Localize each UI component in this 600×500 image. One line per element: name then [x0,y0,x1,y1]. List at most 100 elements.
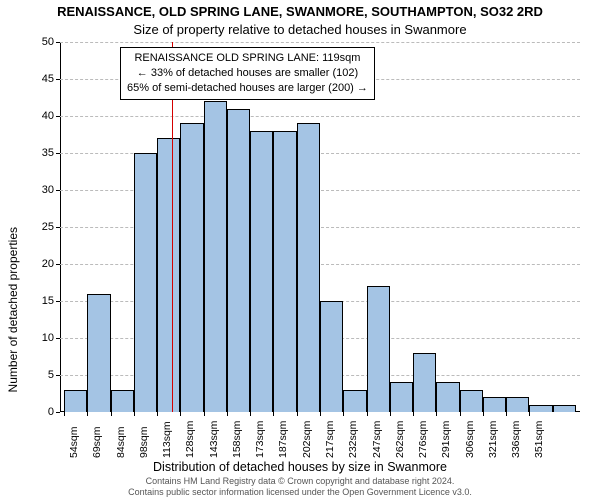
x-tick-label: 143sqm [208,421,220,458]
x-tick [460,412,461,416]
histogram-bar [273,131,296,412]
histogram-bar [390,382,413,412]
x-tick-label: 158sqm [231,421,243,458]
histogram-bar [506,397,529,412]
x-tick [250,412,251,416]
histogram-bar [204,101,227,412]
histogram-bar [227,109,250,412]
grid-line [60,116,580,117]
title-sub: Size of property relative to detached ho… [0,22,600,37]
y-tick-label: 20 [24,258,54,270]
y-tick-label: 45 [24,73,54,85]
y-tick-label: 50 [24,36,54,48]
y-tick [56,79,60,80]
histogram-bar [320,301,343,412]
x-tick [111,412,112,416]
x-tick-label: 128sqm [184,421,196,458]
annotation-line3: 65% of semi-detached houses are larger (… [127,81,368,96]
x-tick [64,412,65,416]
y-tick-label: 15 [24,295,54,307]
x-tick [343,412,344,416]
histogram-bar [180,123,203,412]
x-tick-label: 173sqm [254,421,266,458]
y-tick [56,412,60,413]
x-tick-label: 202sqm [301,421,313,458]
y-tick-label: 30 [24,184,54,196]
x-tick [390,412,391,416]
x-tick-label: 187sqm [277,421,289,458]
histogram-bar [111,390,134,412]
histogram-bar [436,382,459,412]
x-tick-label: 336sqm [510,421,522,458]
y-tick [56,375,60,376]
histogram-bar [460,390,483,412]
x-tick [273,412,274,416]
x-axis-label: Distribution of detached houses by size … [0,460,600,474]
y-axis-label: Number of detached properties [6,62,20,227]
plot-area: RENAISSANCE OLD SPRING LANE: 119sqm ← 33… [60,42,580,412]
x-tick-label: 113sqm [161,421,173,458]
histogram-bar [250,131,273,412]
y-tick [56,153,60,154]
x-tick-label: 98sqm [138,426,150,458]
y-tick [56,42,60,43]
x-tick-label: 69sqm [91,426,103,458]
histogram-bar [64,390,87,412]
x-tick [506,412,507,416]
x-tick-label: 321sqm [487,421,499,458]
histogram-bar [483,397,506,412]
footer-line2: Contains public sector information licen… [0,487,600,498]
y-tick [56,338,60,339]
annotation-box: RENAISSANCE OLD SPRING LANE: 119sqm ← 33… [120,47,375,100]
histogram-bar [134,153,157,412]
histogram-bar [367,286,390,412]
x-tick [436,412,437,416]
x-tick [87,412,88,416]
x-tick [157,412,158,416]
x-tick-label: 247sqm [371,421,383,458]
x-tick-label: 291sqm [440,421,452,458]
y-tick-label: 25 [24,221,54,233]
x-tick-label: 54sqm [68,426,80,458]
y-tick [56,116,60,117]
x-tick [320,412,321,416]
y-tick-label: 40 [24,110,54,122]
y-tick-label: 10 [24,332,54,344]
y-tick [56,190,60,191]
y-tick-label: 35 [24,147,54,159]
histogram-bar [553,405,576,412]
annotation-line2: ← 33% of detached houses are smaller (10… [127,66,368,81]
x-tick-label: 262sqm [394,421,406,458]
x-tick [483,412,484,416]
y-tick [56,301,60,302]
footer-line1: Contains HM Land Registry data © Crown c… [0,476,600,487]
histogram-bar [297,123,320,412]
histogram-bar [87,294,110,412]
title-main: RENAISSANCE, OLD SPRING LANE, SWANMORE, … [0,4,600,19]
y-tick-label: 5 [24,369,54,381]
grid-line [60,42,580,43]
x-tick-label: 232sqm [347,421,359,458]
x-tick-label: 276sqm [417,421,429,458]
y-tick [56,227,60,228]
histogram-bar [343,390,366,412]
histogram-bar [157,138,180,412]
x-tick [204,412,205,416]
x-tick [367,412,368,416]
x-tick [227,412,228,416]
x-tick [297,412,298,416]
y-tick-label: 0 [24,406,54,418]
y-tick [56,264,60,265]
histogram-bar [529,405,552,412]
x-tick [134,412,135,416]
histogram-bar [413,353,436,412]
x-tick-label: 351sqm [533,421,545,458]
x-tick-label: 306sqm [464,421,476,458]
x-tick [413,412,414,416]
x-tick [180,412,181,416]
x-tick-label: 84sqm [115,426,127,458]
footer: Contains HM Land Registry data © Crown c… [0,476,600,499]
x-tick-label: 217sqm [324,421,336,458]
annotation-line1: RENAISSANCE OLD SPRING LANE: 119sqm [127,51,368,66]
x-tick [529,412,530,416]
